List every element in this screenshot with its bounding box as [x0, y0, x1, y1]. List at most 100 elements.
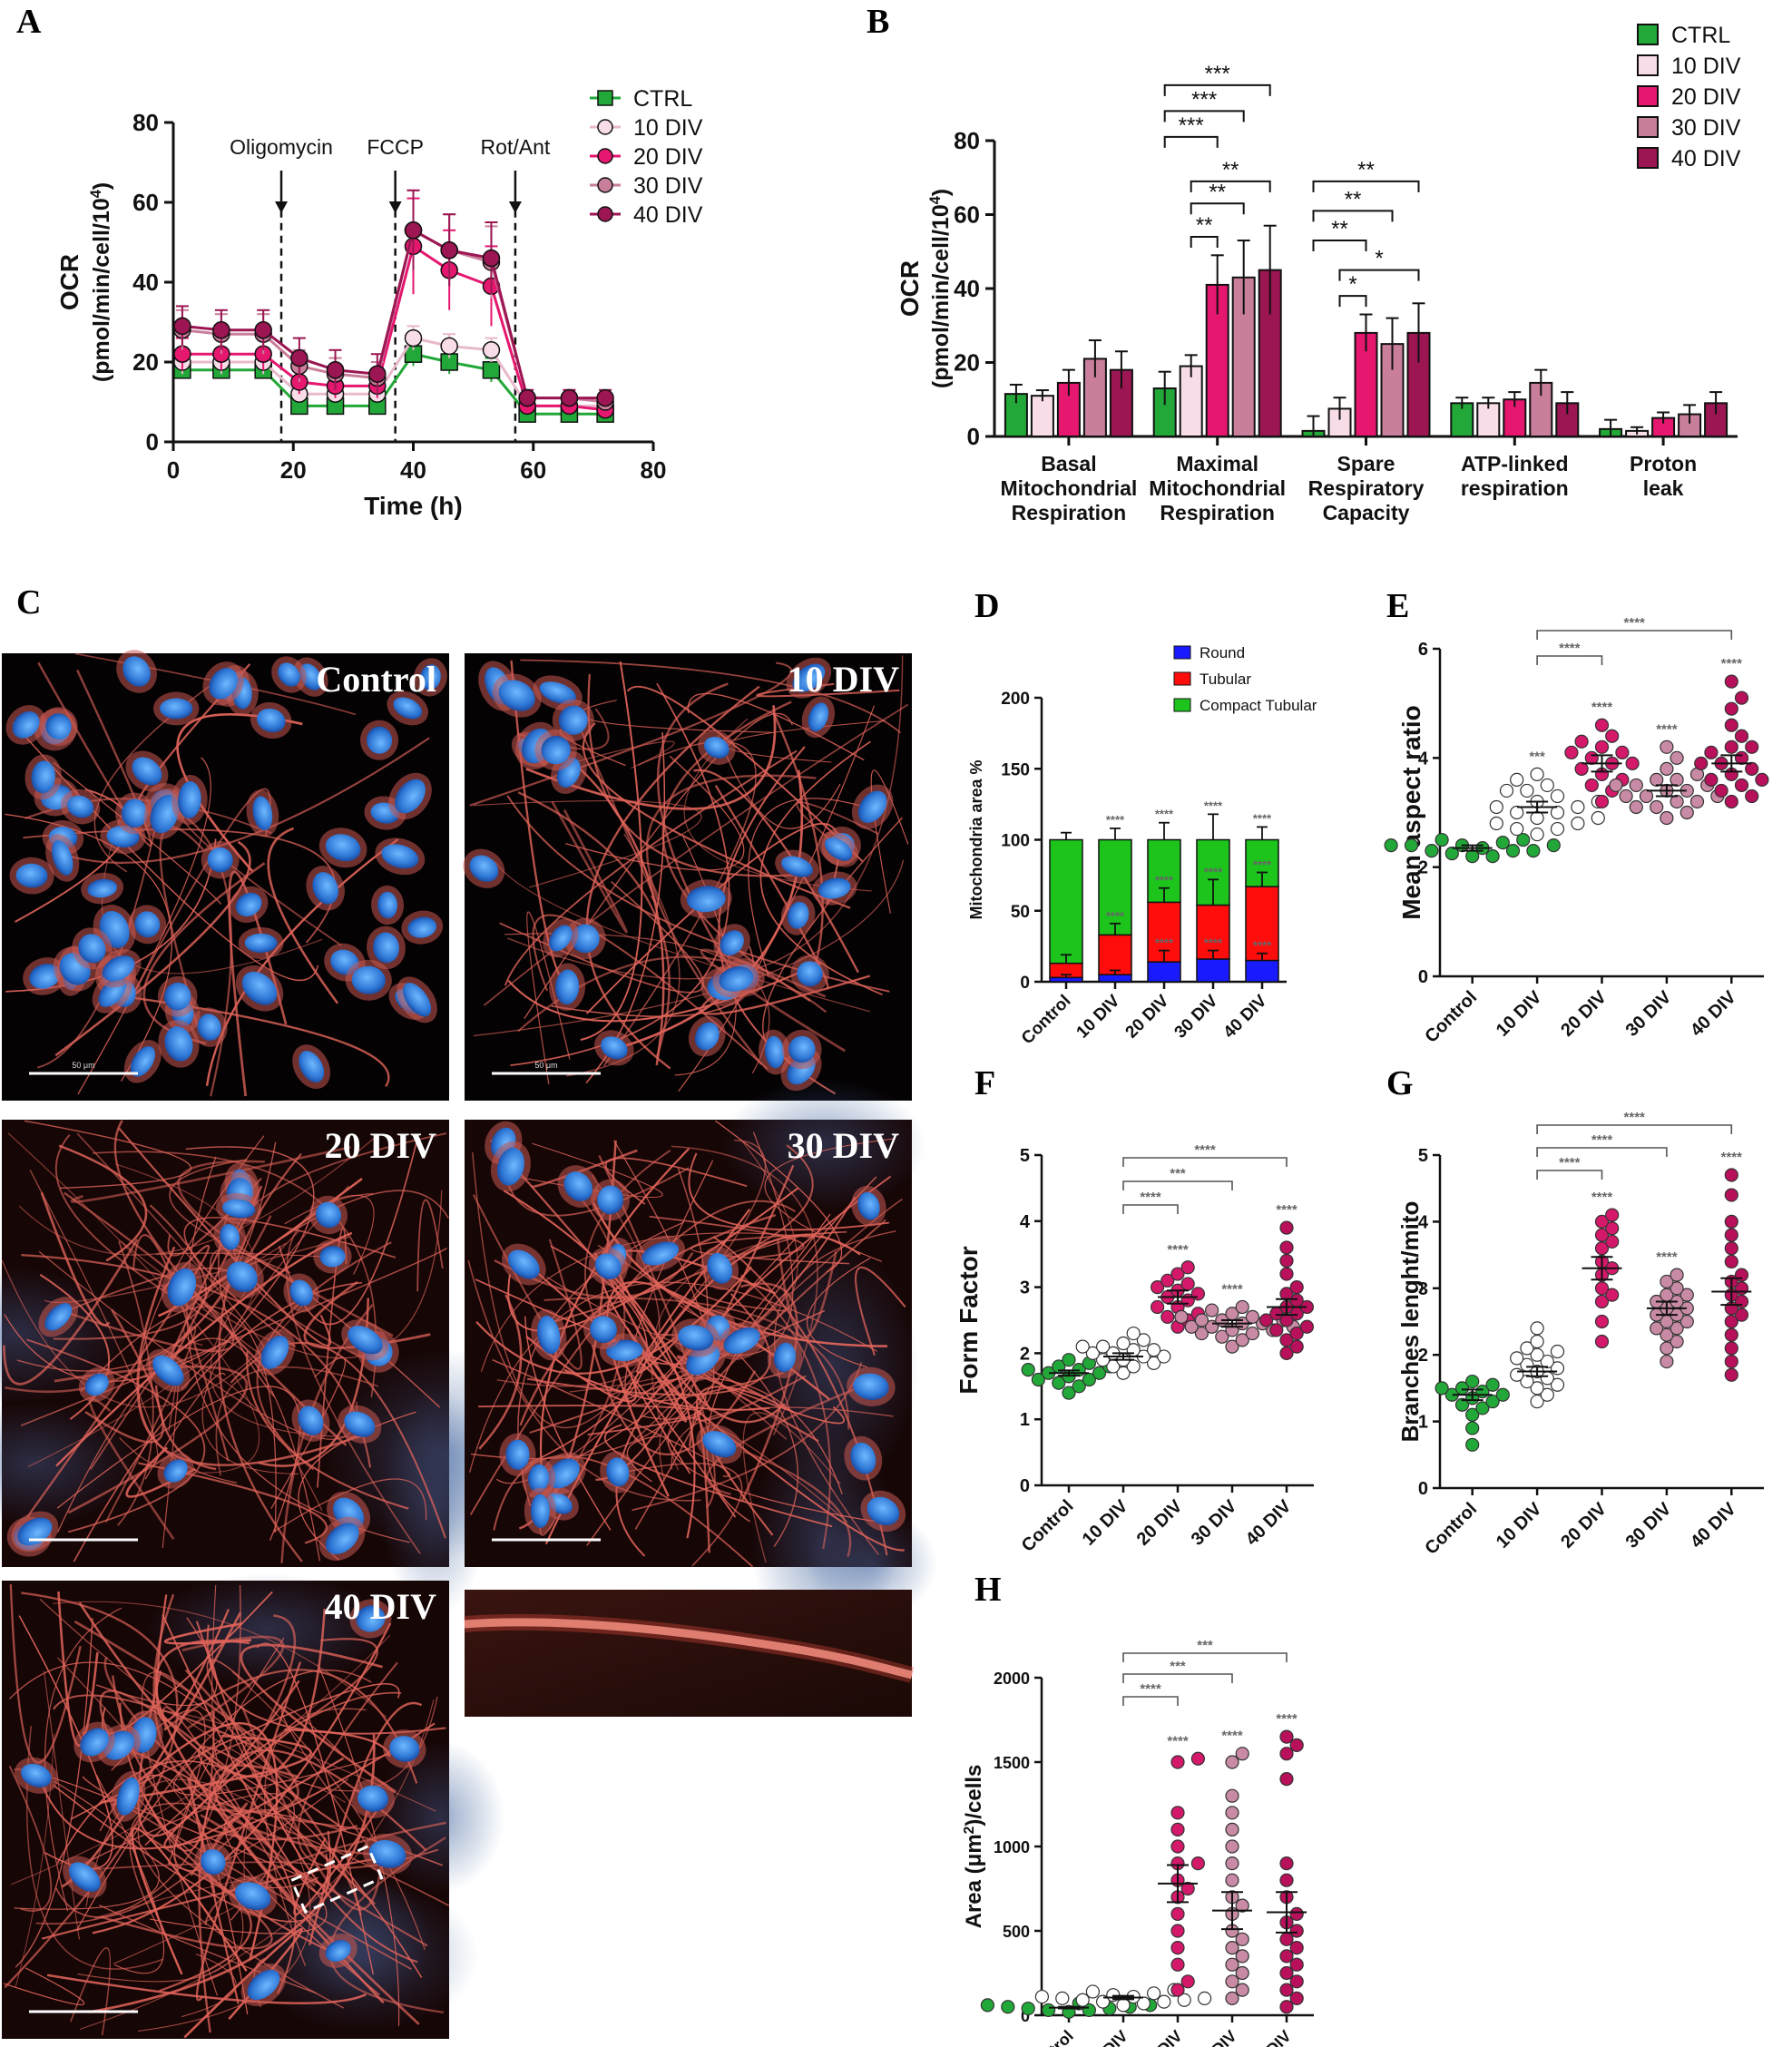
c-neurite — [14, 1780, 160, 1910]
c-neurite — [531, 1149, 638, 1188]
c-nucleus — [507, 1249, 540, 1279]
b-bar — [1152, 387, 1177, 437]
e-y-axis-title-main: Mean aspect ratio — [1397, 705, 1425, 920]
d-legend-label: Round — [1200, 644, 1245, 661]
h-data-point — [1157, 1994, 1171, 2009]
c-out-of-focus-haze — [290, 1871, 430, 2002]
c-neurite — [71, 1146, 351, 1203]
g-x-tick-label: 30 DIV — [1622, 1499, 1676, 1552]
c-nucleus — [563, 1171, 592, 1201]
a-injection-arrowhead — [275, 201, 289, 213]
f-data-point — [1146, 1343, 1161, 1357]
h-data-point — [1225, 1755, 1239, 1769]
f-stars: **** — [1276, 1202, 1297, 1218]
c-nucleus — [703, 736, 730, 759]
h-data-point — [1041, 2003, 1056, 2018]
c-neurite — [743, 1450, 852, 1558]
h-data-point — [1116, 1998, 1131, 2013]
b-y-tick-label: 80 — [954, 127, 980, 154]
e-data-point — [1639, 788, 1654, 804]
c-neurite — [7, 1132, 260, 1474]
c-nucleus — [469, 855, 499, 882]
b-significance-stars: ** — [1331, 217, 1348, 241]
d-stacked-bar-segment — [1147, 961, 1181, 983]
panel-d-mitochondria-area: 0 50 100 150 200 Mitochondria area % Control10… — [967, 644, 1317, 1048]
g-data-point — [1594, 1314, 1610, 1329]
c-nucleus — [325, 1940, 351, 1962]
c-neurite — [20, 1247, 447, 1426]
a-series-line — [181, 336, 606, 407]
h-data-point — [1136, 1996, 1151, 2011]
e-comparison-stars: **** — [1624, 615, 1646, 631]
e-data-point — [1619, 788, 1633, 804]
g-data-point — [1520, 1374, 1534, 1389]
panel-letter-c: C — [16, 583, 41, 622]
b-legend-swatch — [1637, 85, 1659, 107]
f-x-tick-label: 30 DIV — [1188, 1496, 1241, 1550]
g-data-point — [1454, 1397, 1470, 1412]
f-data-point — [1170, 1267, 1185, 1281]
e-data-point — [1660, 739, 1674, 754]
d-y-tick-label: 50 — [1011, 903, 1030, 922]
h-data-point — [1085, 1984, 1101, 1999]
c-neurite — [774, 1230, 896, 1555]
g-stars: **** — [1721, 1150, 1743, 1165]
a-point — [212, 321, 230, 339]
c-neurite — [507, 1187, 798, 1332]
c-neurite — [187, 1778, 240, 2004]
g-data-point — [1724, 1341, 1738, 1356]
c-nucleus — [45, 713, 72, 739]
c-neurite — [615, 1139, 767, 1391]
f-x-tick-label: Control — [1018, 1496, 1078, 1556]
a-legend-marker — [597, 148, 613, 164]
c-neurite — [82, 1775, 412, 1970]
a-point — [173, 317, 191, 336]
c-neurite — [70, 1947, 112, 2036]
h-stars: **** — [1221, 1729, 1243, 1744]
a-legend-label: 30 DIV — [633, 173, 703, 199]
g-y-tick-label: 4 — [1418, 1212, 1429, 1232]
e-data-point — [1574, 761, 1589, 776]
b-y-axis-unit-sup: 4 — [927, 196, 944, 204]
f-y-axis-title: Form Factor — [955, 1246, 983, 1394]
c-neurite — [113, 1120, 348, 1446]
h-y-axis-title-close: )/cells — [962, 1765, 986, 1827]
c-neurite — [190, 1737, 366, 1831]
c-nucleus — [164, 1026, 193, 1062]
b-category-label: Basal — [1041, 452, 1096, 475]
c-neurite — [3, 1967, 85, 2005]
a-injection-label: Oligomycin — [230, 135, 333, 159]
h-data-point — [1034, 1989, 1050, 2004]
c-nucleus — [694, 1022, 720, 1051]
c-micrograph-20-div: 20 DIV — [0, 1120, 565, 1618]
c-neurite — [524, 1316, 612, 1531]
c-nucleus — [130, 1045, 155, 1077]
e-data-point — [1550, 788, 1565, 804]
a-legend-label: CTRL — [633, 86, 692, 112]
c-neurite — [504, 749, 798, 986]
d-stacked-bar-segment — [1098, 974, 1132, 983]
e-y-tick-label: 2 — [1418, 858, 1428, 878]
b-significance-bracket — [1338, 295, 1367, 308]
c-neurite — [181, 1954, 237, 2018]
b-significance-stars: ** — [1345, 187, 1362, 211]
f-y-tick-label: 3 — [1020, 1278, 1030, 1298]
panel-c-micrographs: Control 50 μm 10 DIV 50 μm 20 DIV 30 DIV 40 DI… — [0, 650, 937, 2039]
c-nucleus — [601, 1036, 628, 1060]
panel-e-aspect-ratio: 0 2 4 6 Mean aspect ratio Control 10 DIV *** 20 … — [1384, 615, 1769, 1047]
a-point — [254, 321, 272, 339]
e-comparison-stars: **** — [1559, 641, 1581, 656]
h-data-point — [1235, 1949, 1249, 1964]
c-micrograph-30-div: 30 DIV — [465, 1078, 937, 1660]
d-y-axis-title-main: Mitochondria area % — [967, 759, 985, 919]
e-x-tick-label: 20 DIV — [1557, 987, 1611, 1041]
c-nucleus — [549, 925, 573, 952]
g-data-point — [1724, 1314, 1738, 1329]
h-y-tick-label: 1000 — [994, 1838, 1030, 1856]
c-neurite — [54, 1365, 249, 1514]
g-data-point — [1660, 1274, 1674, 1289]
f-data-point — [1279, 1267, 1294, 1281]
e-data-point — [1516, 832, 1531, 847]
b-bar — [1056, 381, 1081, 438]
